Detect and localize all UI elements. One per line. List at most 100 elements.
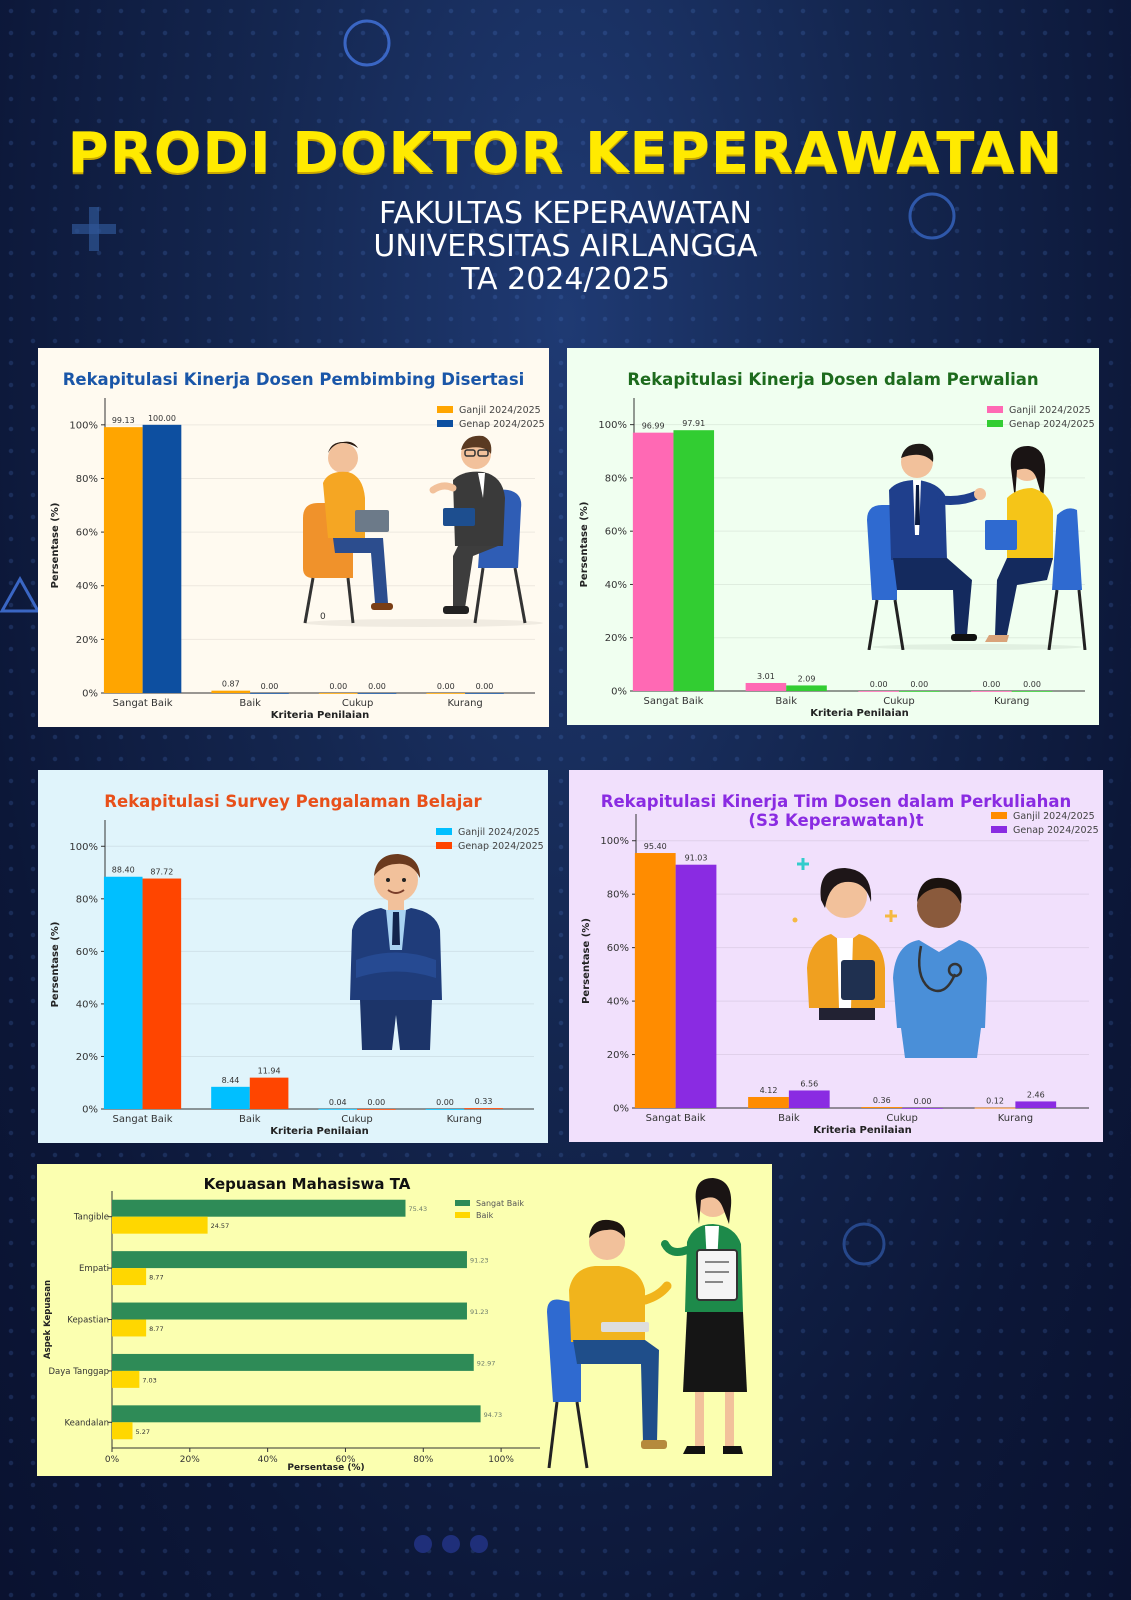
y-tick-label: 80% <box>76 474 98 485</box>
bar-sangat-baik <box>112 1302 467 1320</box>
data-label: 100.00 <box>148 414 176 423</box>
bar-baik <box>112 1370 140 1388</box>
chart-title: Rekapitulasi Kinerja Dosen Pembimbing Di… <box>63 370 525 389</box>
bar-genap <box>357 1109 396 1110</box>
y-tick-label: 20% <box>605 633 627 644</box>
y-tick-label: Daya Tanggap <box>49 1367 109 1377</box>
legend-swatch <box>991 826 1007 833</box>
bar-ganjil <box>211 690 251 693</box>
x-axis-label: Kriteria Penilaian <box>810 708 908 719</box>
y-axis-label: Persentase (%) <box>50 503 61 589</box>
bar-genap <box>1011 691 1053 692</box>
legend-swatch <box>991 812 1007 819</box>
x-tick-label: Cukup <box>342 698 374 709</box>
data-label: 97.91 <box>682 419 705 428</box>
y-tick-label: 60% <box>76 947 98 958</box>
x-tick-label: 60% <box>335 1455 355 1465</box>
y-tick-label: 60% <box>607 943 629 954</box>
chart-title: Rekapitulasi Kinerja Tim Dosen dalam Per… <box>601 792 1071 811</box>
data-label: 0.00 <box>870 680 888 689</box>
dosen-bimbingan-illustration <box>303 435 543 627</box>
y-axis-label: Aspek Kepuasan <box>43 1280 53 1359</box>
x-tick-label: 20% <box>180 1455 200 1465</box>
y-tick-label: 100% <box>598 420 627 431</box>
data-label: 8.44 <box>222 1076 240 1085</box>
y-tick-label: 100% <box>69 420 98 431</box>
legend-label: Ganjil 2024/2025 <box>459 405 541 416</box>
bar-sangat-baik <box>112 1405 481 1423</box>
data-label: 0.04 <box>329 1098 347 1107</box>
x-tick-label: Kurang <box>994 696 1029 707</box>
bar-genap <box>142 424 182 693</box>
y-tick-label: 40% <box>605 580 627 591</box>
data-label: 0.33 <box>475 1097 493 1106</box>
bar-baik <box>112 1268 147 1286</box>
chart-title: Rekapitulasi Kinerja Dosen dalam Perwali… <box>627 370 1038 389</box>
x-tick-label: Kurang <box>998 1113 1033 1124</box>
bar-genap <box>249 1077 289 1109</box>
circle-outline-decoration <box>343 19 391 67</box>
y-axis-label: Persentase (%) <box>581 918 592 1004</box>
circle-outline-decoration <box>842 1222 886 1266</box>
bar-baik <box>112 1319 147 1337</box>
bar-genap <box>786 685 827 691</box>
bar-genap <box>357 693 397 694</box>
legend-label: Ganjil 2024/2025 <box>1009 405 1091 416</box>
bar-genap <box>465 693 504 694</box>
data-label: 5.27 <box>136 1428 150 1436</box>
bar-ganjil <box>858 691 899 692</box>
data-label: 8.77 <box>149 1274 163 1282</box>
x-tick-label: Sangat Baik <box>113 1114 173 1125</box>
data-label: 99.13 <box>112 416 135 425</box>
legend-swatch <box>455 1200 470 1206</box>
data-label: 2.09 <box>798 674 816 683</box>
data-label: 2.46 <box>1027 1090 1045 1099</box>
x-axis-label: Kriteria Penilaian <box>813 1125 911 1136</box>
chart-belajar: Rekapitulasi Survey Pengalaman Belajar 0%… <box>38 770 548 1143</box>
x-tick-label: Kurang <box>447 1114 482 1125</box>
bar-ganjil <box>632 432 674 691</box>
y-tick-label: 40% <box>76 581 98 592</box>
legend-swatch <box>437 420 453 427</box>
businessman-arms-crossed-illustration <box>350 854 442 1050</box>
y-tick-label: 60% <box>605 527 627 538</box>
bar-genap <box>1015 1101 1057 1108</box>
bar-genap <box>250 693 289 694</box>
data-label: 0.00 <box>436 1098 454 1107</box>
bar-ganjil <box>974 1107 1016 1109</box>
bar-ganjil <box>748 1096 789 1108</box>
chart-panel-belajar: Rekapitulasi Survey Pengalaman Belajar 0%… <box>38 770 548 1143</box>
bar-ganjil <box>861 1107 903 1108</box>
bar-ganjil <box>425 1109 465 1110</box>
x-tick-label: Sangat Baik <box>113 698 173 709</box>
y-tick-label: 40% <box>76 999 98 1010</box>
legend-label: Ganjil 2024/2025 <box>1013 811 1095 822</box>
bar-baik <box>112 1422 133 1440</box>
nurses-illustration <box>792 858 987 1058</box>
y-tick-label: 0% <box>611 687 627 698</box>
bar-ganjil <box>103 427 143 693</box>
y-tick-label: 80% <box>605 473 627 484</box>
bar-sangat-baik <box>112 1353 474 1371</box>
data-label: 0.00 <box>261 682 279 691</box>
data-label: 95.40 <box>644 842 667 851</box>
circle-outline-decoration <box>908 192 956 240</box>
y-tick-label: 100% <box>69 842 98 853</box>
x-tick-label: Sangat Baik <box>646 1113 706 1124</box>
legend-label: Ganjil 2024/2025 <box>458 827 540 838</box>
x-axis-label: Kriteria Penilaian <box>270 1126 368 1137</box>
stray-label: 0 <box>320 612 326 622</box>
chart-title: Kepuasan Mahasiswa TA <box>204 1175 411 1193</box>
data-label: 0.00 <box>368 682 386 691</box>
bar-genap <box>464 1108 503 1109</box>
legend-label: Genap 2024/2025 <box>1009 419 1095 430</box>
y-tick-label: Tangible <box>73 1213 109 1223</box>
data-label: 91.23 <box>470 1257 489 1265</box>
data-label: 0.00 <box>983 680 1001 689</box>
x-axis-label: Kriteria Penilaian <box>271 710 369 721</box>
y-tick-label: 0% <box>82 1105 98 1116</box>
y-tick-label: 20% <box>76 635 98 646</box>
legend-swatch <box>987 406 1003 413</box>
data-label: 4.12 <box>760 1086 778 1095</box>
data-label: 24.57 <box>211 1222 230 1230</box>
